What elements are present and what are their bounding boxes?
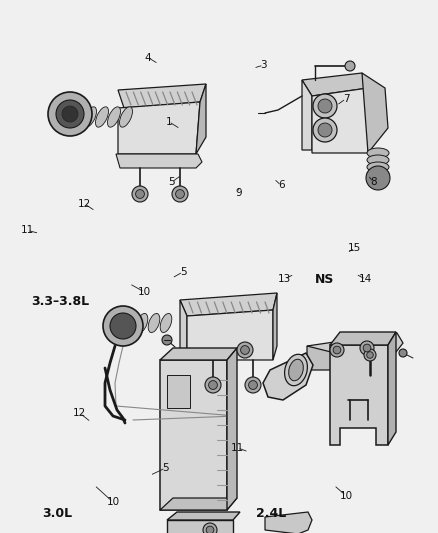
Text: 5: 5 [168, 177, 175, 187]
Text: 13: 13 [278, 274, 291, 284]
Ellipse shape [120, 107, 132, 127]
Polygon shape [388, 332, 396, 445]
Circle shape [367, 352, 373, 358]
Circle shape [364, 349, 376, 361]
Text: 14: 14 [359, 274, 372, 284]
Circle shape [103, 306, 143, 346]
Ellipse shape [367, 148, 389, 158]
Text: 3: 3 [260, 60, 267, 70]
Circle shape [330, 343, 344, 357]
Circle shape [318, 99, 332, 113]
Circle shape [176, 190, 184, 198]
Circle shape [237, 342, 253, 358]
Polygon shape [167, 512, 240, 520]
Polygon shape [116, 154, 202, 168]
Circle shape [363, 344, 371, 352]
Circle shape [110, 313, 136, 339]
Text: 15: 15 [348, 243, 361, 253]
Polygon shape [330, 332, 396, 345]
Circle shape [203, 523, 217, 533]
Circle shape [313, 118, 337, 142]
Polygon shape [160, 360, 227, 510]
Text: 2.4L: 2.4L [256, 507, 287, 520]
Circle shape [245, 377, 261, 393]
Circle shape [172, 186, 188, 202]
Circle shape [56, 100, 84, 128]
Circle shape [366, 166, 390, 190]
Circle shape [360, 341, 374, 355]
Ellipse shape [107, 107, 120, 127]
Ellipse shape [148, 313, 160, 333]
Ellipse shape [136, 313, 148, 333]
Polygon shape [118, 84, 206, 108]
Polygon shape [167, 520, 233, 533]
Circle shape [62, 106, 78, 122]
Text: 10: 10 [106, 497, 120, 507]
Ellipse shape [367, 169, 389, 179]
Ellipse shape [160, 313, 172, 333]
Polygon shape [180, 293, 277, 316]
Text: 11: 11 [21, 225, 34, 235]
Ellipse shape [367, 162, 389, 172]
Polygon shape [187, 310, 273, 360]
Text: 12: 12 [78, 199, 91, 208]
Circle shape [136, 190, 145, 198]
Polygon shape [330, 345, 388, 445]
Text: 12: 12 [73, 408, 86, 418]
Text: 11: 11 [231, 443, 244, 453]
Circle shape [399, 349, 407, 357]
Ellipse shape [367, 155, 389, 165]
Circle shape [249, 381, 258, 390]
Polygon shape [307, 346, 363, 370]
Circle shape [132, 186, 148, 202]
Text: 5: 5 [180, 267, 187, 277]
Polygon shape [273, 293, 277, 360]
Polygon shape [196, 84, 206, 154]
Polygon shape [307, 333, 403, 360]
Circle shape [205, 377, 221, 393]
Polygon shape [263, 353, 313, 400]
Circle shape [48, 92, 92, 136]
Text: 7: 7 [343, 94, 350, 103]
Polygon shape [180, 300, 187, 360]
Text: 4: 4 [145, 53, 152, 62]
Polygon shape [302, 80, 312, 150]
Ellipse shape [285, 354, 307, 386]
Polygon shape [362, 73, 388, 153]
Ellipse shape [84, 107, 96, 127]
Polygon shape [160, 498, 237, 510]
Polygon shape [227, 348, 237, 510]
Ellipse shape [289, 359, 304, 381]
Circle shape [345, 61, 355, 71]
Text: 1: 1 [165, 117, 172, 126]
Text: 6: 6 [278, 181, 285, 190]
Polygon shape [118, 102, 200, 154]
Text: 10: 10 [339, 491, 353, 500]
Text: 3.3–3.8L: 3.3–3.8L [32, 295, 89, 308]
Circle shape [318, 123, 332, 137]
Circle shape [206, 526, 214, 533]
Polygon shape [302, 73, 368, 96]
Circle shape [240, 345, 249, 354]
Ellipse shape [95, 107, 109, 127]
Text: 3.0L: 3.0L [42, 507, 72, 520]
Text: 8: 8 [370, 177, 377, 187]
Text: 9: 9 [235, 188, 242, 198]
Polygon shape [312, 88, 368, 153]
Ellipse shape [124, 313, 136, 333]
Polygon shape [160, 348, 237, 360]
Polygon shape [167, 375, 190, 408]
Polygon shape [265, 512, 312, 533]
Text: 10: 10 [138, 287, 151, 297]
Text: NS: NS [314, 273, 334, 286]
Circle shape [313, 94, 337, 118]
Circle shape [333, 346, 341, 354]
Text: 5: 5 [162, 463, 169, 473]
Ellipse shape [71, 107, 85, 127]
Circle shape [208, 381, 217, 390]
Circle shape [162, 335, 172, 345]
